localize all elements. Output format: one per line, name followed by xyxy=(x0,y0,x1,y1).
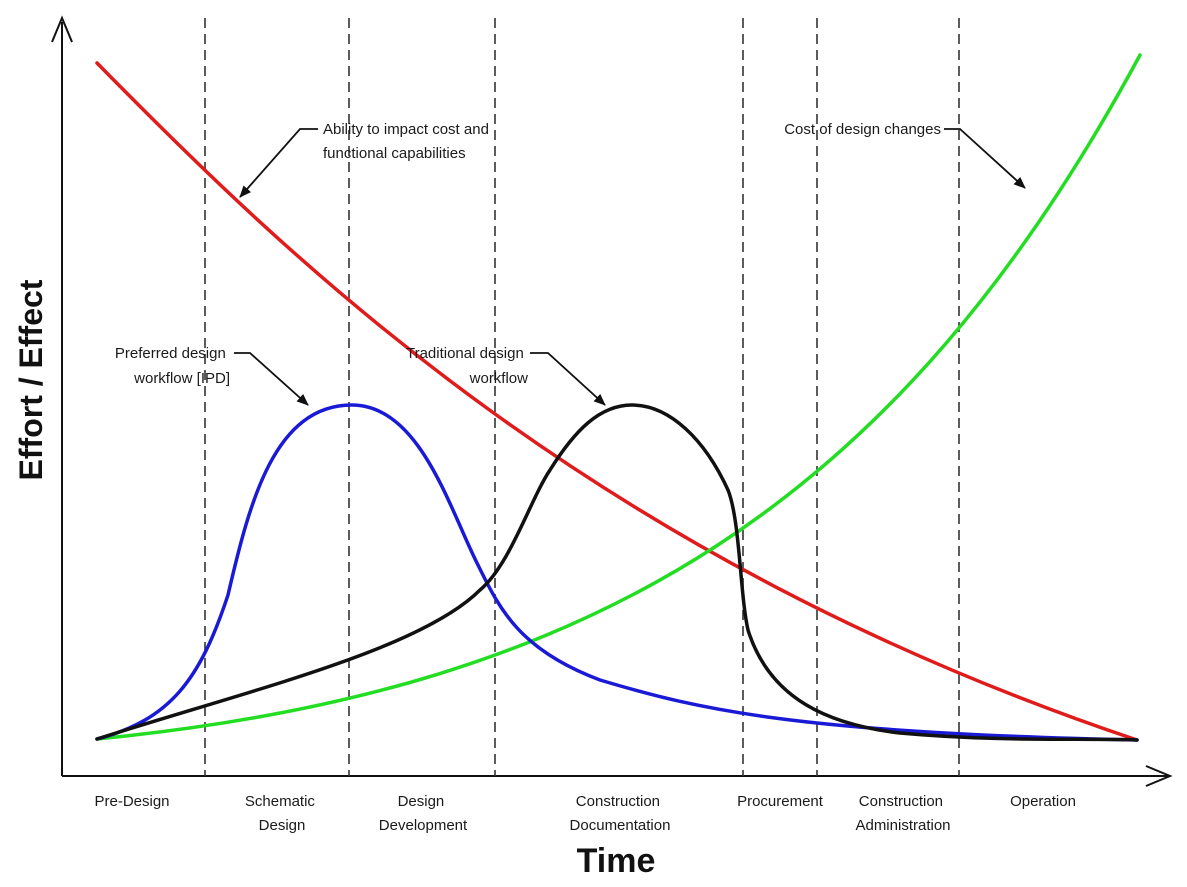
ability-to-impact-curve xyxy=(95,61,1139,742)
phase-label-line: Design xyxy=(259,817,306,834)
cost-of-design-changes-curve xyxy=(95,53,1142,741)
axes xyxy=(51,15,1173,787)
phase-label-design-development: Design Development xyxy=(379,793,468,834)
phase-label-construction-documentation: Construction Documentation xyxy=(570,793,671,834)
phase-label-line: Pre-Design xyxy=(94,793,169,810)
y-axis-title: Effort / Effect xyxy=(13,279,49,480)
phase-label-procurement: Procurement xyxy=(737,793,824,810)
traditional-curve xyxy=(95,403,1139,742)
preferred-leader-arrow xyxy=(234,352,309,406)
phase-labels: Pre-Design Schematic Design Design Devel… xyxy=(94,793,1075,834)
annotation-leaders xyxy=(234,128,1026,406)
phase-label-line: Schematic xyxy=(245,793,316,810)
y-axis-arrow-icon xyxy=(51,15,73,43)
annotation-cost-of-changes: Cost of design changes xyxy=(784,121,941,138)
annotation-traditional: Traditional design workflow xyxy=(406,345,528,387)
annotation-line: Cost of design changes xyxy=(784,121,941,138)
phase-label-construction-administration: Construction Administration xyxy=(855,793,950,834)
annotation-preferred: Preferred design workflow [IPD] xyxy=(115,345,230,387)
phase-label-line: Construction xyxy=(859,793,943,810)
annotation-line: Preferred design xyxy=(115,345,226,362)
annotations: Ability to impact cost and functional ca… xyxy=(115,121,941,387)
traditional-leader-arrow xyxy=(530,352,606,406)
annotation-line: workflow xyxy=(469,370,529,387)
preferred-ipd-curve xyxy=(95,403,1139,742)
phase-label-line: Operation xyxy=(1010,793,1076,810)
phase-label-line: Documentation xyxy=(570,817,671,834)
phase-label-line: Design xyxy=(398,793,445,810)
phase-label-line: Administration xyxy=(855,817,950,834)
phase-label-pre-design: Pre-Design xyxy=(94,793,169,810)
phase-label-line: Procurement xyxy=(737,793,824,810)
x-axis-title: Time xyxy=(577,842,656,880)
annotation-line: Traditional design xyxy=(406,345,524,362)
phase-label-operation: Operation xyxy=(1010,793,1076,810)
annotation-line: Ability to impact cost and xyxy=(323,121,489,138)
x-axis-arrow-icon xyxy=(1145,765,1173,787)
ability-leader-arrow xyxy=(239,128,318,198)
phase-label-line: Development xyxy=(379,817,468,834)
annotation-line: workflow [IPD] xyxy=(133,370,230,387)
cost-changes-leader-arrow xyxy=(944,128,1026,189)
annotation-ability: Ability to impact cost and functional ca… xyxy=(323,121,493,162)
curves xyxy=(95,53,1142,742)
annotation-line: functional capabilities xyxy=(323,145,466,162)
phase-label-line: Construction xyxy=(576,793,660,810)
phase-label-schematic-design: Schematic Design xyxy=(245,793,319,834)
